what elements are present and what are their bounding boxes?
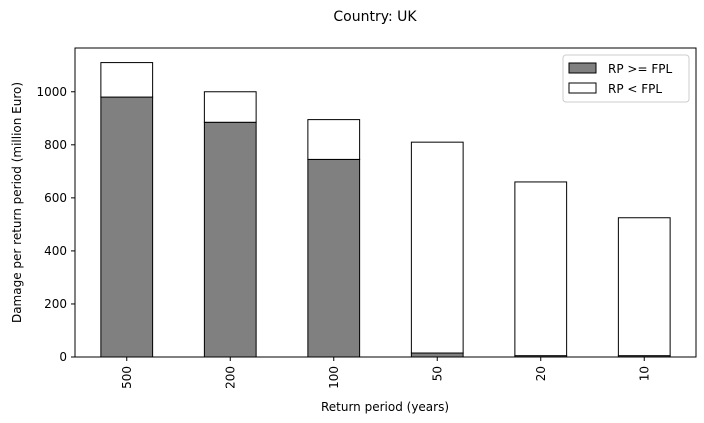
y-tick-label: 0 <box>59 350 67 364</box>
y-tick-label: 200 <box>44 297 67 311</box>
y-axis: 0 200 400 600 800 1000 <box>36 85 75 364</box>
bar-rp-lt-fpl-100 <box>307 119 361 160</box>
legend-label-rp-ge-fpl: RP >= FPL <box>608 62 672 76</box>
x-tick-label: 10 <box>637 366 651 381</box>
bar-rp-lt-fpl-200 <box>203 91 257 123</box>
bar-rp-ge-fpl-200 <box>203 121 257 358</box>
chart-title: Country: UK <box>333 9 417 25</box>
x-axis: 500 200 100 50 20 10 <box>120 357 651 389</box>
legend: RP >= FPL RP < FPL <box>562 54 690 103</box>
bar-rp-lt-fpl-500 <box>100 62 154 98</box>
legend-swatch-rp-lt-fpl <box>568 82 597 94</box>
legend-swatch-rp-ge-fpl <box>568 62 597 74</box>
bar-rp-lt-fpl-10 <box>617 217 671 357</box>
x-tick-label: 500 <box>120 366 134 389</box>
x-tick-label: 100 <box>327 366 341 389</box>
plot-frame <box>74 47 697 358</box>
bar-rp-ge-fpl-100 <box>307 158 361 358</box>
x-tick-label: 50 <box>430 366 444 381</box>
y-tick-label: 800 <box>44 138 67 152</box>
y-tick-label: 1000 <box>36 85 67 99</box>
y-tick-label: 600 <box>44 191 67 205</box>
bar-rp-lt-fpl-20 <box>514 181 568 357</box>
bar-rp-lt-fpl-50 <box>410 141 464 354</box>
bars-layer <box>100 62 671 358</box>
legend-label-rp-lt-fpl: RP < FPL <box>608 82 662 96</box>
bar-rp-ge-fpl-50 <box>410 352 464 358</box>
bar-rp-ge-fpl-500 <box>100 96 154 358</box>
y-axis-label: Damage per return period (million Euro) <box>10 82 24 323</box>
x-axis-label: Return period (years) <box>321 400 449 414</box>
x-tick-label: 200 <box>223 366 237 389</box>
x-tick-label: 20 <box>534 366 548 381</box>
y-tick-label: 400 <box>44 244 67 258</box>
